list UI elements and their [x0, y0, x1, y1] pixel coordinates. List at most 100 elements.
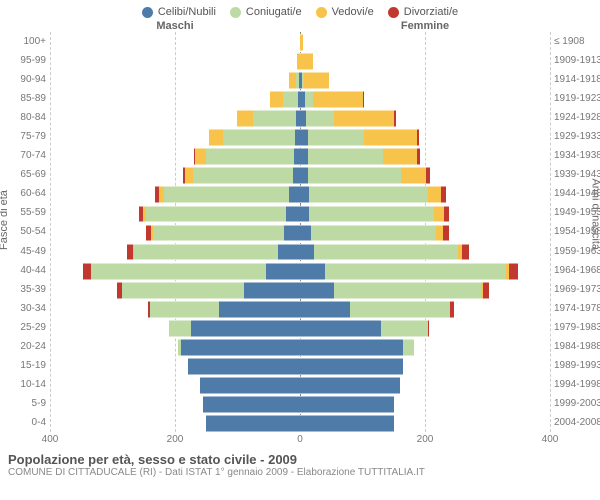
bar-female — [300, 263, 550, 278]
legend-item: Vedovi/e — [316, 6, 374, 18]
bar-segment — [200, 377, 300, 394]
birth-year-label: 1989-1993 — [554, 360, 600, 371]
bar-female — [300, 320, 550, 335]
bar-segment — [300, 396, 394, 413]
birth-year-label: 1969-1973 — [554, 284, 600, 295]
bar-segment — [417, 129, 419, 146]
birth-year-label: 1919-1923 — [554, 93, 600, 104]
age-row: 25-291979-1983 — [50, 318, 550, 337]
bar-female — [300, 72, 550, 87]
age-label: 70-74 — [6, 150, 46, 161]
bar-segment — [164, 186, 289, 203]
birth-year-label: 1984-1988 — [554, 341, 600, 352]
bar-pair — [50, 225, 550, 240]
age-label: 45-49 — [6, 246, 46, 257]
bar-segment — [428, 186, 442, 203]
bar-segment — [219, 301, 300, 318]
column-headers: Maschi Femmine — [0, 20, 600, 32]
chart-title: Popolazione per età, sesso e stato civil… — [8, 452, 592, 467]
birth-year-label: 1944-1948 — [554, 188, 600, 199]
bar-pair — [50, 282, 550, 297]
legend-swatch — [316, 7, 327, 18]
age-row: 90-941914-1918 — [50, 70, 550, 89]
bar-segment — [223, 129, 295, 146]
bar-segment — [300, 358, 403, 375]
bar-segment — [300, 339, 403, 356]
rows: 100+≤ 190895-991909-191390-941914-191885… — [50, 32, 550, 432]
bar-segment — [308, 148, 383, 165]
age-row: 50-541954-1958 — [50, 222, 550, 241]
bar-pair — [50, 186, 550, 201]
bar-male — [50, 225, 300, 240]
age-row: 60-641944-1948 — [50, 184, 550, 203]
birth-year-label: 1909-1913 — [554, 55, 600, 66]
age-row: 10-141994-1998 — [50, 375, 550, 394]
bar-segment — [191, 320, 300, 337]
birth-year-label: 1959-1963 — [554, 246, 600, 257]
bar-female — [300, 129, 550, 144]
bar-segment — [185, 167, 193, 184]
age-label: 25-29 — [6, 322, 46, 333]
bar-segment — [313, 91, 363, 108]
birth-year-label: 1949-1953 — [554, 207, 600, 218]
bar-male — [50, 186, 300, 201]
legend-swatch — [388, 7, 399, 18]
bar-pair — [50, 34, 550, 49]
bar-segment — [364, 129, 417, 146]
age-row: 20-241984-1988 — [50, 337, 550, 356]
bar-segment — [426, 167, 430, 184]
bar-segment — [300, 34, 303, 51]
age-row: 30-341974-1978 — [50, 299, 550, 318]
bar-segment — [266, 263, 300, 280]
bar-pair — [50, 206, 550, 221]
birth-year-label: 1954-1958 — [554, 226, 600, 237]
bar-segment — [195, 148, 206, 165]
bar-pair — [50, 396, 550, 411]
bar-male — [50, 415, 300, 430]
birth-year-label: 1939-1943 — [554, 169, 600, 180]
plot-area: 100+≤ 190895-991909-191390-941914-191885… — [50, 32, 550, 432]
bar-male — [50, 377, 300, 392]
age-row: 45-491959-1963 — [50, 242, 550, 261]
bar-male — [50, 320, 300, 335]
bar-segment — [350, 301, 450, 318]
x-tick-label: 400 — [42, 434, 59, 445]
x-tick-label: 200 — [167, 434, 184, 445]
age-row: 80-841924-1928 — [50, 108, 550, 127]
age-label: 75-79 — [6, 131, 46, 142]
bar-pair — [50, 358, 550, 373]
bar-segment — [83, 263, 91, 280]
bar-segment — [270, 91, 283, 108]
age-row: 75-791929-1933 — [50, 127, 550, 146]
population-pyramid-chart: Celibi/NubiliConiugati/eVedovi/eDivorzia… — [0, 0, 600, 500]
bar-male — [50, 301, 300, 316]
bar-male — [50, 263, 300, 278]
bar-male — [50, 358, 300, 373]
age-label: 95-99 — [6, 55, 46, 66]
bar-female — [300, 358, 550, 373]
bar-segment — [206, 148, 294, 165]
age-label: 15-19 — [6, 360, 46, 371]
bar-male — [50, 72, 300, 87]
bar-segment — [325, 263, 506, 280]
bar-segment — [300, 415, 394, 432]
bar-segment — [314, 244, 458, 261]
age-label: 35-39 — [6, 284, 46, 295]
bar-segment — [134, 244, 278, 261]
birth-year-label: 1979-1983 — [554, 322, 600, 333]
bar-segment — [289, 186, 300, 203]
bar-segment — [383, 148, 417, 165]
bar-segment — [253, 110, 297, 127]
birth-year-label: 1964-1968 — [554, 265, 600, 276]
bar-male — [50, 129, 300, 144]
bar-male — [50, 91, 300, 106]
bar-male — [50, 53, 300, 68]
bar-male — [50, 339, 300, 354]
bar-female — [300, 282, 550, 297]
bar-segment — [483, 282, 489, 299]
bar-segment — [300, 129, 308, 146]
bar-male — [50, 282, 300, 297]
age-row: 40-441964-1968 — [50, 261, 550, 280]
age-label: 20-24 — [6, 341, 46, 352]
age-label: 40-44 — [6, 265, 46, 276]
